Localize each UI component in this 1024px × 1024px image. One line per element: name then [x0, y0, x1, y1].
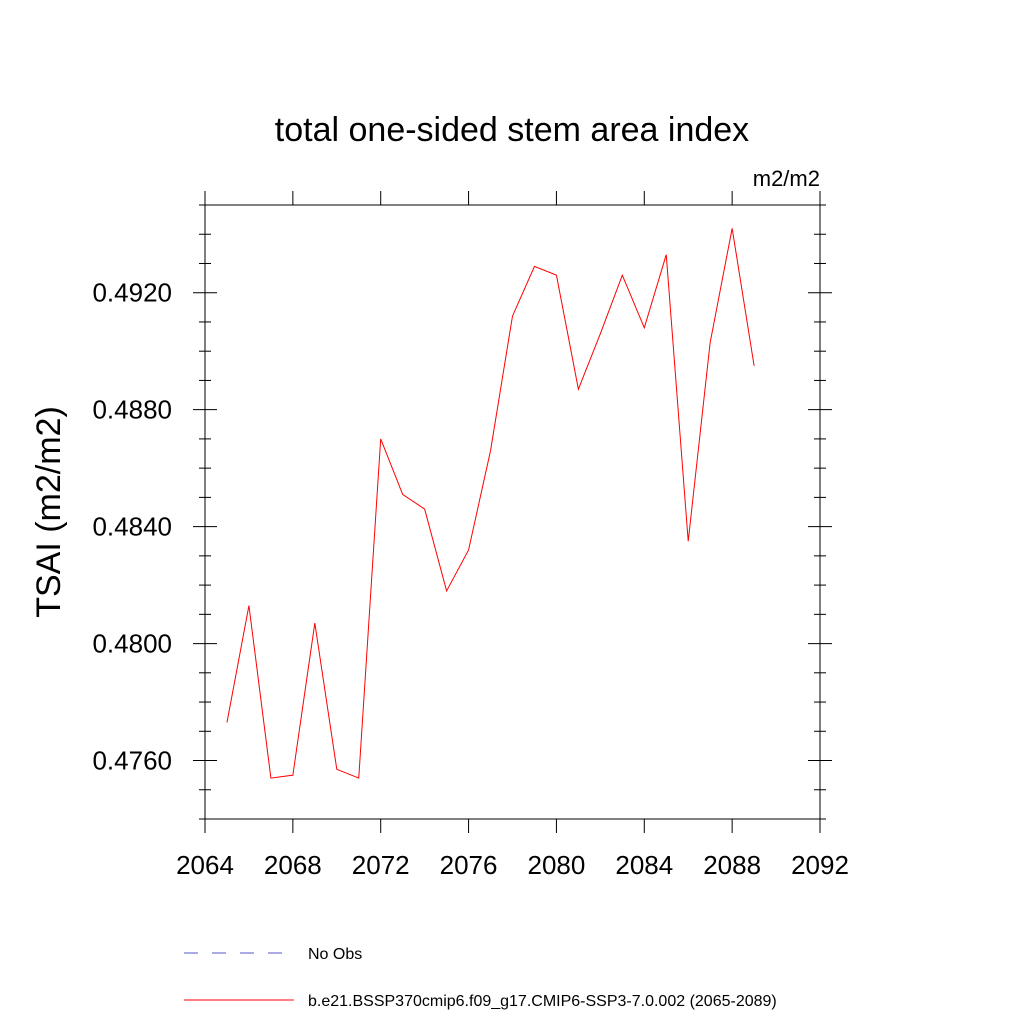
axis-ticks	[193, 191, 832, 833]
series-line	[226, 228, 755, 779]
x-tick-label: 2084	[615, 850, 673, 880]
x-tick-label: 2092	[791, 850, 849, 880]
y-tick-label: 0.4840	[92, 512, 172, 542]
series-lines	[226, 228, 755, 779]
plot-frame	[204, 204, 821, 820]
y-tick-label: 0.4800	[92, 629, 172, 659]
x-tick-label: 2088	[703, 850, 761, 880]
units-label: m2/m2	[753, 166, 820, 191]
chart-title: total one-sided stem area index	[275, 111, 749, 149]
y-tick-label: 0.4880	[92, 395, 172, 425]
legend: No Obs b.e21.BSSP370cmip6.f09_g17.CMIP6-S…	[184, 946, 777, 1010]
x-tick-label: 2068	[264, 850, 322, 880]
y-tick-label: 0.4920	[92, 278, 172, 308]
legend-label: b.e21.BSSP370cmip6.f09_g17.CMIP6-SSP3-7.…	[308, 993, 777, 1010]
legend-label: No Obs	[308, 946, 362, 963]
axis-tick-labels: 2064 2068 2072 2076 2080 2084 2088 2092 0.4760 0.…	[92, 278, 848, 880]
x-tick-label: 2064	[176, 850, 234, 880]
x-tick-label: 2072	[352, 850, 410, 880]
x-tick-label: 2076	[440, 850, 498, 880]
x-tick-label: 2080	[528, 850, 586, 880]
y-axis-label: TSAI (m2/m2)	[30, 406, 68, 618]
y-tick-label: 0.4760	[92, 746, 172, 776]
